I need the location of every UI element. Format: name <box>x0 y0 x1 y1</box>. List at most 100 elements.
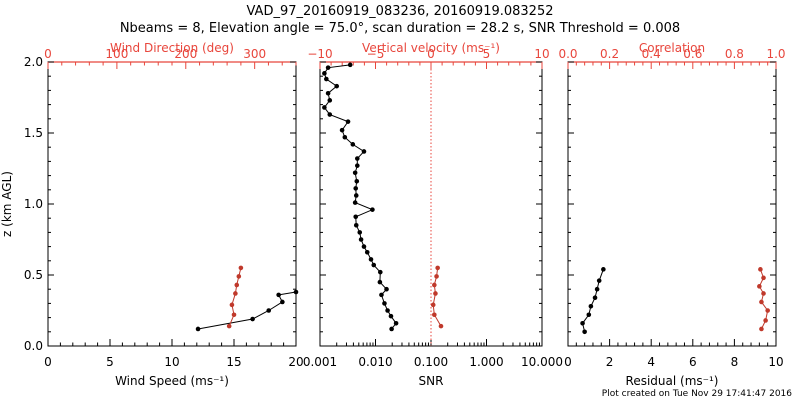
bottom-axis-label: SNR <box>419 374 444 388</box>
top-tick-label: 0.2 <box>600 47 619 61</box>
top-tick-label: 10 <box>534 47 549 61</box>
data-point <box>276 292 281 298</box>
data-point <box>393 320 399 326</box>
x-tick-label: 0.001 <box>303 355 337 369</box>
data-point <box>370 207 375 212</box>
top-axis-label: Wind Direction (deg) <box>110 41 234 55</box>
data-point <box>234 282 240 288</box>
y-tick-label: 0.0 <box>24 339 43 353</box>
x-tick-label: 0 <box>44 355 52 369</box>
data-point <box>355 156 360 161</box>
x-tick-label: 4 <box>647 355 655 369</box>
x-tick-label: 8 <box>731 355 739 369</box>
data-point <box>377 279 383 285</box>
data-point <box>353 214 359 220</box>
top-tick-label: 200 <box>174 47 197 61</box>
data-point <box>582 329 587 335</box>
plot-frame <box>47 61 297 347</box>
series-line-1 <box>197 291 297 330</box>
data-point <box>430 302 436 308</box>
panel-2: 0.001 0.010 0.100 1.000 10.000 SNR −10 −5 0 5 10 Ve… <box>303 41 563 388</box>
data-point <box>580 320 585 326</box>
x-tick-label: 1.000 <box>469 355 503 369</box>
data-point <box>759 326 764 332</box>
data-point <box>586 312 592 318</box>
x-tick-label: 10 <box>164 355 179 369</box>
data-point <box>342 134 348 140</box>
panel-3: 0 2 4 6 8 10 Residual (ms⁻¹) 0.0 0.2 0.4 0.6 0.8 1.0… <box>558 41 785 388</box>
data-point <box>352 200 358 205</box>
top-axis-label: Vertical velocity (ms⁻¹) <box>362 41 500 55</box>
x-tick-label: 20 <box>288 355 303 369</box>
data-point <box>353 193 359 198</box>
figure-footer: Plot created on Tue Nov 29 17:41:47 2016 <box>602 389 792 399</box>
top-tick-label: 0 <box>44 47 52 61</box>
data-point <box>435 265 440 271</box>
data-point <box>238 265 244 271</box>
top-tick-label: 0.0 <box>558 47 577 61</box>
data-point <box>361 149 367 154</box>
data-point <box>195 326 201 332</box>
x-tick-label: 10.000 <box>521 355 563 369</box>
data-point <box>385 308 390 313</box>
x-tick-label: 0.010 <box>358 355 392 369</box>
top-tick-label: 0.4 <box>642 47 661 61</box>
data-point <box>761 291 766 296</box>
data-point <box>347 62 353 68</box>
data-point <box>266 308 272 313</box>
top-axis-label: Correlation <box>639 41 705 55</box>
data-point <box>596 278 602 283</box>
top-tick-label: −10 <box>307 47 332 61</box>
data-point <box>229 302 235 308</box>
data-point <box>432 312 437 318</box>
y-tick-label: 2.0 <box>24 55 43 69</box>
data-point <box>354 178 360 184</box>
y-tick-label: 0.5 <box>24 268 43 282</box>
data-point <box>433 291 438 296</box>
data-point <box>355 163 360 168</box>
data-point <box>324 76 329 82</box>
top-tick-label: 0.8 <box>725 47 744 61</box>
data-point <box>592 295 598 301</box>
data-point <box>322 105 327 110</box>
figure-title-line2: Nbeams = 8, Elevation angle = 75.0°, sca… <box>120 21 680 36</box>
x-tick-label: 5 <box>106 355 114 369</box>
x-tick-label: 15 <box>226 355 241 369</box>
panel-1: 0.0 0.5 1.0 1.5 2.0 z (km AGL) 0 5 10 15 20 Wind Sp… <box>0 41 304 388</box>
data-point <box>588 303 594 309</box>
data-point <box>384 286 389 292</box>
data-point <box>759 299 764 305</box>
data-point <box>358 237 364 242</box>
data-point <box>758 267 763 272</box>
data-point <box>352 170 358 176</box>
x-tick-label: 0.100 <box>414 355 448 369</box>
x-tick-label: 10 <box>768 355 783 369</box>
data-point <box>368 257 374 262</box>
data-point <box>757 284 762 289</box>
data-point <box>371 262 377 268</box>
top-tick-label: 0.6 <box>683 47 702 61</box>
data-point <box>350 142 356 147</box>
top-tick-label: 300 <box>243 47 266 61</box>
top-tick-label: 1.0 <box>766 47 785 61</box>
bottom-axis-label: Wind Speed (ms⁻¹) <box>115 374 229 388</box>
y-axis-label: z (km AGL) <box>0 171 14 237</box>
data-point <box>434 274 439 279</box>
figure-title-line1: VAD_97_20160919_083236, 20160919.083252 <box>247 4 554 19</box>
data-point <box>250 316 255 322</box>
data-point <box>327 112 333 117</box>
data-point <box>361 244 367 249</box>
data-point <box>293 289 299 295</box>
data-point <box>357 230 363 235</box>
data-point <box>226 323 232 329</box>
data-point <box>322 71 327 76</box>
data-point <box>765 308 770 313</box>
data-point <box>231 312 237 318</box>
top-tick-label: 5 <box>483 47 491 61</box>
data-point <box>379 292 384 298</box>
data-point <box>763 318 768 323</box>
data-point <box>325 65 331 70</box>
data-point <box>601 267 606 272</box>
